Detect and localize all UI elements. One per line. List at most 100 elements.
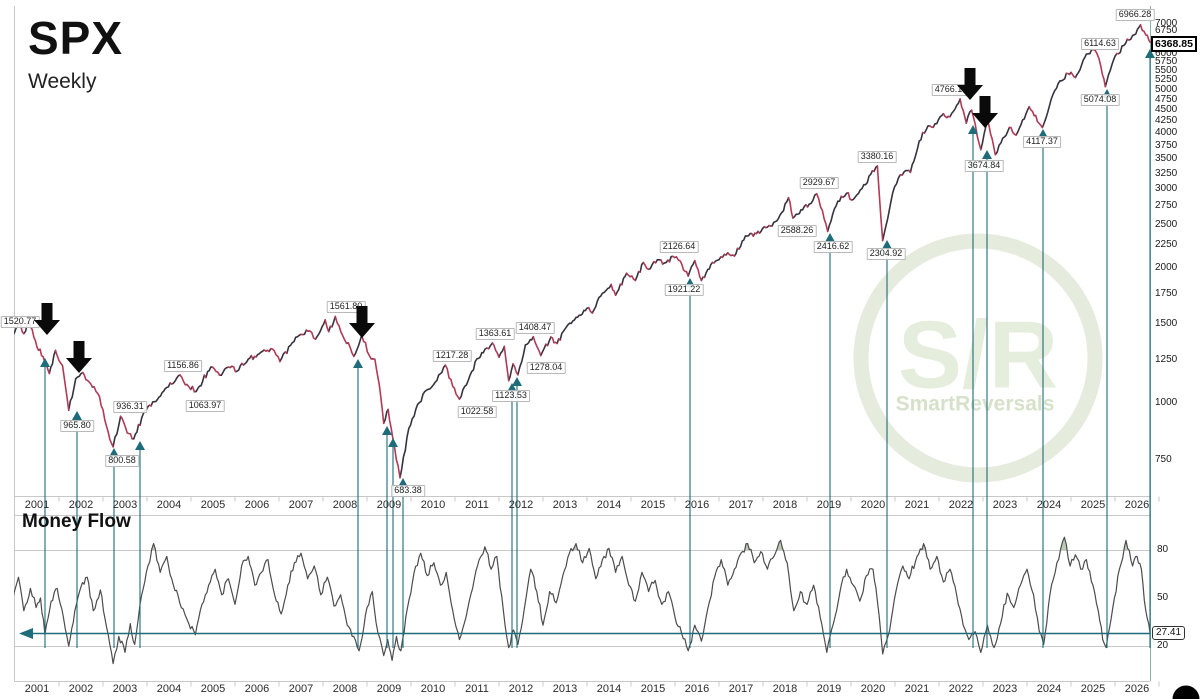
buy-arrow-icon [135,441,145,450]
price-tick-label: 3000 [1155,183,1178,195]
price-annotation: 1561.80 [326,301,366,313]
year-label: 2019 [816,499,842,511]
buy-arrow-icon [882,240,892,249]
price-annotation: 1217.28 [432,350,472,362]
price-line-down-segments [18,24,1151,479]
price-annotation: 800.58 [105,455,139,467]
price-tick-label: 6000 [1155,48,1178,60]
current-price-badge: 6368.85 [1151,36,1197,52]
year-label: 2007 [288,683,314,695]
year-label: 2006 [244,683,270,695]
year-label: 2026 [1124,683,1150,695]
year-label: 2009 [376,683,402,695]
price-annotation: 5074.08 [1080,94,1120,106]
price-tick-label: 2750 [1155,200,1178,212]
year-label: 2018 [772,499,798,511]
price-tick-label: 4250 [1155,115,1178,127]
price-tick-label: 4750 [1155,93,1178,105]
price-annotation: 1520.77 [0,316,40,328]
price-annotation: 4117.37 [1023,136,1061,148]
watermark-ring [853,233,1103,483]
price-annotation: 1063.97 [185,400,225,412]
year-label: 2009 [376,499,402,511]
price-tick-label: 6750 [1155,25,1178,37]
price-tick-label: 3500 [1155,153,1178,165]
price-tick-label: 5500 [1155,65,1178,77]
price-annotation: 2304.92 [866,248,906,260]
year-label: 2001 [24,499,50,511]
price-tick-label: 5250 [1155,74,1178,86]
watermark-name-text: SmartReversals [896,393,1055,416]
year-label: 2015 [640,499,666,511]
year-label: 2014 [596,499,622,511]
price-tick-label: 2500 [1155,218,1178,230]
buy-arrow-icon [512,377,522,386]
buy-arrow-icon [825,233,835,242]
price-tick-label: 4500 [1155,104,1178,116]
year-label: 2008 [332,683,358,695]
timeframe-label: Weekly [28,70,97,94]
buy-arrow-icon [353,359,363,368]
year-label: 2010 [420,683,446,695]
year-label: 2025 [1080,683,1106,695]
price-line-group [14,24,1151,479]
price-annotation: 1921.22 [664,284,704,296]
year-label: 2002 [68,683,94,695]
buy-arrow-icon [388,438,398,447]
money-flow-tick-label: 80 [1157,544,1169,555]
year-label: 2010 [420,499,446,511]
year-label: 2023 [992,499,1018,511]
buy-arrow-icon [507,383,517,392]
year-label: 2025 [1080,499,1106,511]
year-label: 2019 [816,683,842,695]
price-annotation: 6966.28 [1115,9,1155,21]
buy-arrow-icon [1145,49,1155,58]
year-label: 2018 [772,683,798,695]
price-tick-label: 1500 [1155,318,1178,330]
watermark-sr-text: S/R [898,302,1058,409]
chart-header: SPX Weekly [28,14,123,94]
year-label: 2014 [596,683,622,695]
price-annotation: 3380.16 [857,151,897,163]
money-flow-value-badge: 27.41 [1152,626,1186,640]
year-label: 2013 [552,683,578,695]
year-label: 2003 [112,499,138,511]
year-label: 2015 [640,683,666,695]
price-annotation: 2929.67 [799,177,839,189]
money-flow-line [14,536,1151,665]
year-label: 2016 [684,499,710,511]
price-tick-label: 1250 [1155,353,1178,365]
year-label: 2004 [156,499,182,511]
price-tick-label: 5750 [1155,56,1178,68]
buy-arrow-icon [968,125,978,134]
year-label: 2021 [904,499,930,511]
price-annotation: 1123.53 [492,390,530,402]
buy-arrow-icon [382,426,392,435]
year-label: 2024 [1036,499,1062,511]
price-annotation: 1022.58 [457,406,497,418]
year-label: 2012 [508,499,534,511]
price-annotation: 2416.62 [813,241,853,253]
signal-line-left-arrow-icon [19,628,33,639]
year-label: 2020 [860,499,886,511]
price-annotation: 683.38 [391,485,425,497]
year-label: 2013 [552,499,578,511]
price-tick-label: 1750 [1155,288,1178,300]
price-annotation: 965.80 [60,420,94,432]
price-annotation: 1408.47 [515,322,555,334]
price-tick-label: 7000 [1155,18,1178,29]
price-tick-label: 4000 [1155,127,1178,139]
year-label: 2006 [244,499,270,511]
price-annotation: 1156.86 [164,360,202,372]
money-flow-tick-label: 20 [1157,640,1169,651]
year-label: 2002 [68,499,94,511]
price-line-up-segments [14,24,1142,479]
price-annotation: 1278.04 [526,362,566,374]
buy-arrow-icon [109,448,119,457]
year-label: 2022 [948,683,974,695]
price-annotation: 1363.61 [475,328,515,340]
price-tick-label: 3750 [1155,139,1178,151]
